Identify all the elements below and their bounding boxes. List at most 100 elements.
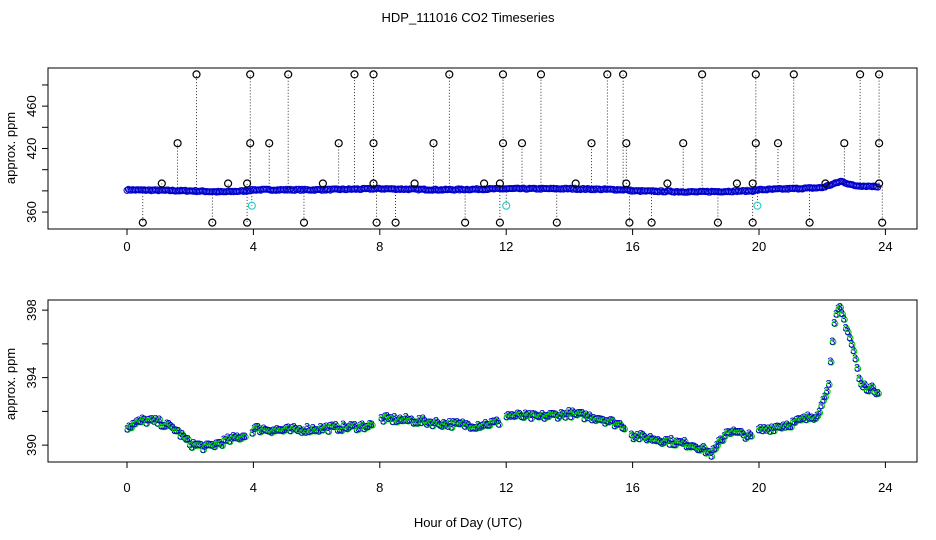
co2-point-fill [414,420,422,427]
co2-point-fill [844,329,852,336]
co2-point-marker: 3 [255,422,261,434]
co2-point-marker: 3 [198,440,204,452]
co2-point-marker: 3 [875,387,881,399]
cal-point [243,179,252,188]
cal-point [625,218,634,227]
co2-point-marker: 3 [556,410,562,422]
cal-point [587,139,596,148]
cal-point [224,179,233,188]
co2-point-fill [460,420,467,427]
co2-point-fill [494,417,501,425]
co2-point-marker: 3 [757,423,763,435]
co2-point-marker: 3 [708,450,714,462]
co2-point-marker: 3 [211,441,217,453]
co2-point-fill [700,444,708,451]
cal-point [138,218,147,227]
co2-point-marker: 3 [562,411,568,423]
co2-point-marker: 3 [442,419,448,431]
bottom-yaxis: 390 394 398 [24,299,48,456]
co2-point-marker: 3 [825,379,831,391]
co2-point-marker: 3 [636,433,642,445]
co2-point-marker: 3 [308,425,314,437]
co2-point-marker: 3 [765,423,771,435]
co2-point-marker: 3 [706,447,712,459]
co2-point-marker: 3 [843,322,849,334]
co2-point-marker: 3 [285,422,291,434]
top-ylabel: approx. ppm [3,112,18,184]
co2-point-marker: 3 [224,432,230,444]
co2-point-marker: 3 [858,378,864,390]
co2-point-fill [431,419,439,427]
co2-point-marker: 3 [516,408,522,420]
co2-point-marker: 3 [287,425,293,437]
cal-point [265,139,274,148]
co2-point-fill [852,356,860,363]
cal-point [618,70,628,79]
co2-point-marker: 3 [668,434,674,446]
co2-point-fill [763,427,771,434]
cal-point [173,139,182,148]
co2-point-fill [168,423,175,430]
co2-point-fill [621,425,628,433]
co2-point-marker: 3 [461,421,467,433]
co2-point-marker: 3 [801,412,807,424]
co2-point-marker: 3 [325,426,331,438]
co2-point-marker: 3 [782,421,788,433]
cal-point [748,218,757,227]
co2-point-fill [522,410,530,418]
co2-point-marker: 3 [748,430,754,442]
co2-point-marker: 3 [566,406,572,418]
bottom-xtick-label: 0 [123,480,130,495]
co2-point-marker: 3 [219,440,225,452]
co2-point-marker: 3 [712,443,718,455]
co2-point-marker: 3 [304,422,310,434]
co2-point-fill [496,421,503,429]
co2-point-fill [831,320,839,328]
co2-point-marker: 3 [583,409,589,421]
co2-point-marker: 3 [869,381,875,393]
co2-point-fill [444,423,452,431]
co2-point-marker: 3 [310,423,316,435]
cal-point [299,218,309,227]
co2-point-fill [850,347,858,355]
co2-point-marker: 3 [740,429,746,441]
cal-point [502,201,511,210]
bottom-xtick-label: 4 [250,480,257,495]
co2-point-marker: 3 [850,345,856,357]
co2-point-marker: 3 [833,309,839,321]
co2-point-fill [710,447,718,454]
co2-point-marker: 3 [179,429,185,441]
co2-point-marker: 3 [767,426,773,438]
top-panel: approx. ppm 0 4 8 12 16 20 24 360 420 460 [3,67,918,254]
co2-point-marker: 3 [714,440,720,452]
co2-point-fill [554,415,562,422]
co2-point-marker: 3 [621,423,627,435]
co2-point-fill [217,440,225,448]
co2-point-fill [185,436,192,443]
top-vlines [142,74,883,223]
co2-point-marker: 3 [579,408,585,420]
co2-point-fill [714,442,721,450]
co2-point-marker: 3 [418,417,424,429]
co2-point-fill [843,325,850,332]
co2-point-fill [539,411,547,419]
co2-point-marker: 3 [770,425,776,437]
co2-point-marker: 3 [647,432,653,444]
cal-point [663,179,672,188]
co2-point-fill [846,334,854,342]
co2-point-marker: 3 [444,421,450,433]
co2-point-marker: 3 [317,422,323,434]
co2-point-fill [755,427,763,434]
co2-point-marker: 3 [473,422,479,434]
co2-point-marker: 3 [408,414,414,426]
co2-point-marker: 3 [664,435,670,447]
co2-point-fill [841,316,848,323]
co2-point-marker: 3 [564,408,570,420]
co2-point-fill [748,433,755,440]
co2-point-marker: 3 [433,416,439,428]
bottom-xtick-label: 16 [625,480,639,495]
co2-point-marker: 3 [803,414,809,426]
co2-point-fill [387,415,395,422]
co2-point-marker: 3 [600,414,606,426]
cal-point [372,218,381,227]
